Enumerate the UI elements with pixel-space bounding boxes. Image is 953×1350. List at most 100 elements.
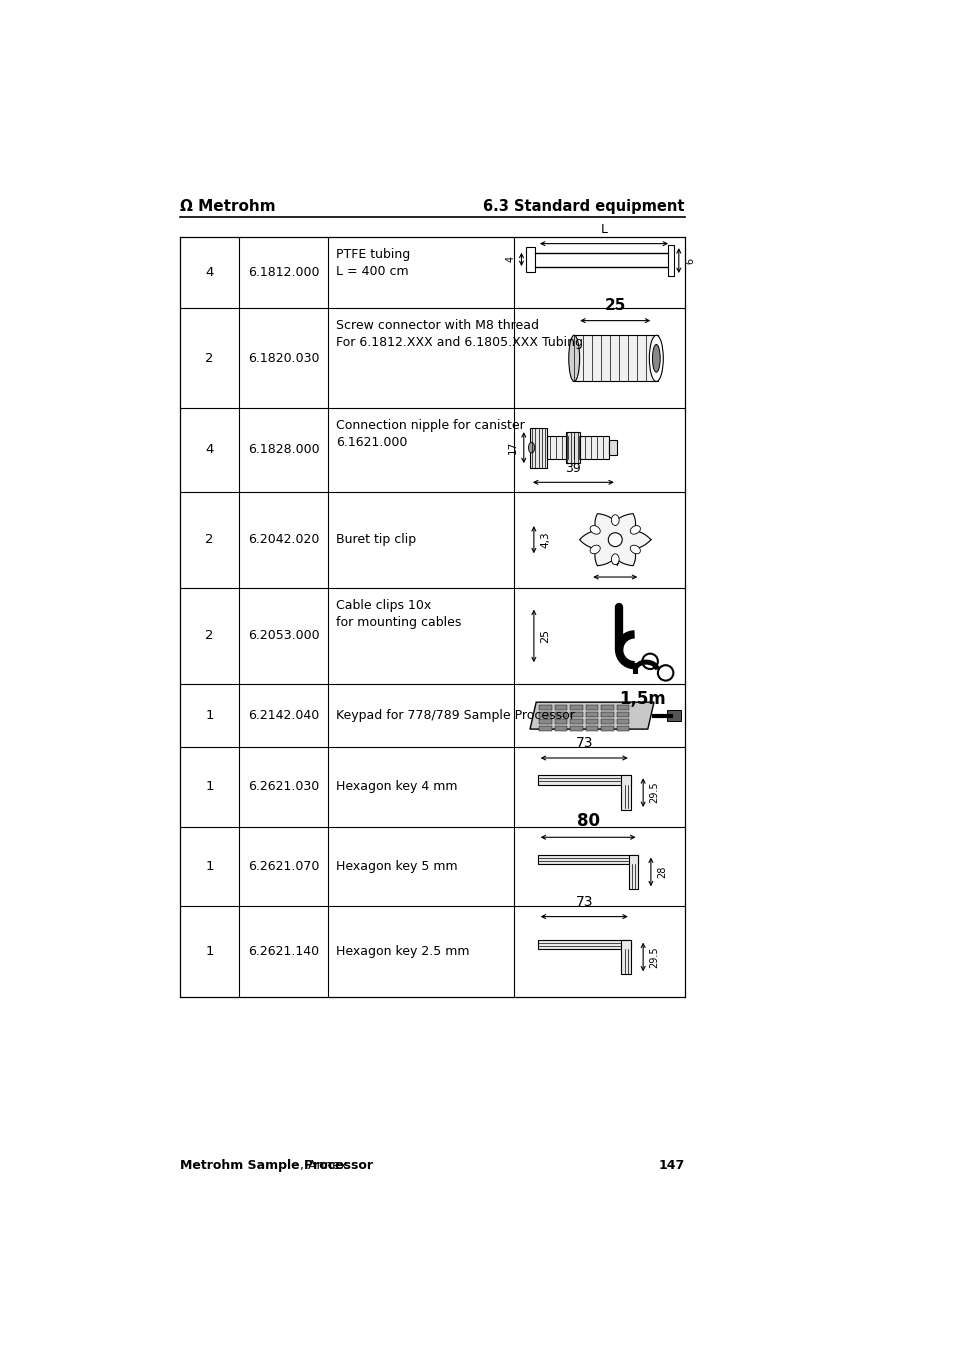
Bar xyxy=(538,705,551,710)
Text: 6.2053.000: 6.2053.000 xyxy=(248,629,319,643)
Polygon shape xyxy=(537,775,630,784)
Bar xyxy=(600,705,613,710)
Bar xyxy=(617,713,629,717)
Ellipse shape xyxy=(528,443,534,454)
Text: 1,5m: 1,5m xyxy=(618,690,665,707)
Bar xyxy=(555,720,567,724)
Bar xyxy=(555,705,567,710)
Bar xyxy=(565,432,579,463)
Bar xyxy=(585,720,598,724)
Ellipse shape xyxy=(630,525,639,535)
Bar xyxy=(617,720,629,724)
Ellipse shape xyxy=(568,335,579,382)
Bar xyxy=(525,247,535,273)
Text: for mounting cables: for mounting cables xyxy=(335,616,461,629)
Text: , Annex: , Annex xyxy=(299,1160,347,1172)
Bar xyxy=(617,726,629,730)
Bar xyxy=(667,246,674,275)
Text: 1: 1 xyxy=(205,860,213,872)
Text: 6.2042.020: 6.2042.020 xyxy=(248,533,319,547)
Text: 25: 25 xyxy=(604,298,625,313)
Bar xyxy=(530,428,546,467)
Text: 29.5: 29.5 xyxy=(649,946,659,968)
Text: 6.1621.000: 6.1621.000 xyxy=(335,436,407,450)
Text: Hexagon key 4 mm: Hexagon key 4 mm xyxy=(335,780,457,794)
Bar xyxy=(570,705,582,710)
Text: Connection nipple for canister: Connection nipple for canister xyxy=(335,420,524,432)
Bar xyxy=(608,440,617,455)
Bar xyxy=(585,705,598,710)
Bar xyxy=(570,720,582,724)
Bar xyxy=(538,720,551,724)
Text: 4,3: 4,3 xyxy=(539,532,550,548)
Text: 6.2621.140: 6.2621.140 xyxy=(248,945,319,957)
Circle shape xyxy=(608,533,621,547)
Text: Buret tip clip: Buret tip clip xyxy=(335,533,416,547)
Text: 80: 80 xyxy=(576,811,599,830)
Text: Cable clips 10x: Cable clips 10x xyxy=(335,598,431,612)
Text: For 6.1812.XXX and 6.1805.XXX Tubing: For 6.1812.XXX and 6.1805.XXX Tubing xyxy=(335,336,582,350)
Text: 6.1820.030: 6.1820.030 xyxy=(248,352,319,365)
Polygon shape xyxy=(629,855,638,890)
Ellipse shape xyxy=(590,545,599,554)
Bar xyxy=(538,726,551,730)
Text: L: L xyxy=(599,223,607,236)
Ellipse shape xyxy=(652,344,659,373)
Text: 28: 28 xyxy=(657,865,666,878)
Polygon shape xyxy=(579,513,650,566)
Text: 17: 17 xyxy=(507,441,517,455)
Text: 73: 73 xyxy=(575,895,593,909)
Text: 6.2621.070: 6.2621.070 xyxy=(248,860,319,872)
Text: 1: 1 xyxy=(205,709,213,722)
Bar xyxy=(666,710,680,721)
Text: Metrohm Sample Processor: Metrohm Sample Processor xyxy=(179,1160,373,1172)
Text: 25: 25 xyxy=(539,629,550,643)
Bar xyxy=(600,726,613,730)
Ellipse shape xyxy=(649,335,662,382)
Text: Hexagon key 5 mm: Hexagon key 5 mm xyxy=(335,860,457,872)
Text: 6.1828.000: 6.1828.000 xyxy=(248,444,319,456)
Bar xyxy=(555,713,567,717)
Text: 6.2621.030: 6.2621.030 xyxy=(248,780,319,794)
Bar xyxy=(538,713,551,717)
Text: Ω Metrohm: Ω Metrohm xyxy=(179,200,275,215)
Text: 6.3 Standard equipment: 6.3 Standard equipment xyxy=(483,200,684,215)
Text: 147: 147 xyxy=(659,1160,684,1172)
Text: 4: 4 xyxy=(611,556,618,570)
Bar xyxy=(585,726,598,730)
Text: PTFE tubing: PTFE tubing xyxy=(335,248,410,262)
Text: 4: 4 xyxy=(205,266,213,279)
Text: 2: 2 xyxy=(205,352,213,365)
Text: 2: 2 xyxy=(205,533,213,547)
Text: Keypad for 778/789 Sample Processor: Keypad for 778/789 Sample Processor xyxy=(335,709,575,722)
Polygon shape xyxy=(537,940,630,949)
Bar xyxy=(600,713,613,717)
Ellipse shape xyxy=(590,525,599,535)
Text: 2: 2 xyxy=(205,629,213,643)
Text: L = 400 cm: L = 400 cm xyxy=(335,265,409,278)
Text: 6: 6 xyxy=(684,258,695,263)
Text: 6.1812.000: 6.1812.000 xyxy=(248,266,319,279)
Bar xyxy=(555,726,567,730)
Bar xyxy=(585,713,598,717)
Text: Screw connector with M8 thread: Screw connector with M8 thread xyxy=(335,319,538,332)
Bar xyxy=(600,720,613,724)
Bar xyxy=(546,436,608,459)
Polygon shape xyxy=(537,855,638,864)
Text: 4: 4 xyxy=(205,444,213,456)
Polygon shape xyxy=(530,702,654,729)
Ellipse shape xyxy=(611,554,618,564)
Bar xyxy=(572,335,658,382)
Text: 39: 39 xyxy=(565,462,580,475)
Text: 1: 1 xyxy=(205,780,213,794)
Ellipse shape xyxy=(611,514,618,525)
Bar xyxy=(570,713,582,717)
Bar xyxy=(570,726,582,730)
Polygon shape xyxy=(620,940,630,975)
Text: Hexagon key 2.5 mm: Hexagon key 2.5 mm xyxy=(335,945,469,957)
Bar xyxy=(617,705,629,710)
Text: 29.5: 29.5 xyxy=(649,782,659,803)
Ellipse shape xyxy=(630,545,639,554)
Text: 73: 73 xyxy=(575,736,593,751)
Text: 4: 4 xyxy=(505,256,515,262)
